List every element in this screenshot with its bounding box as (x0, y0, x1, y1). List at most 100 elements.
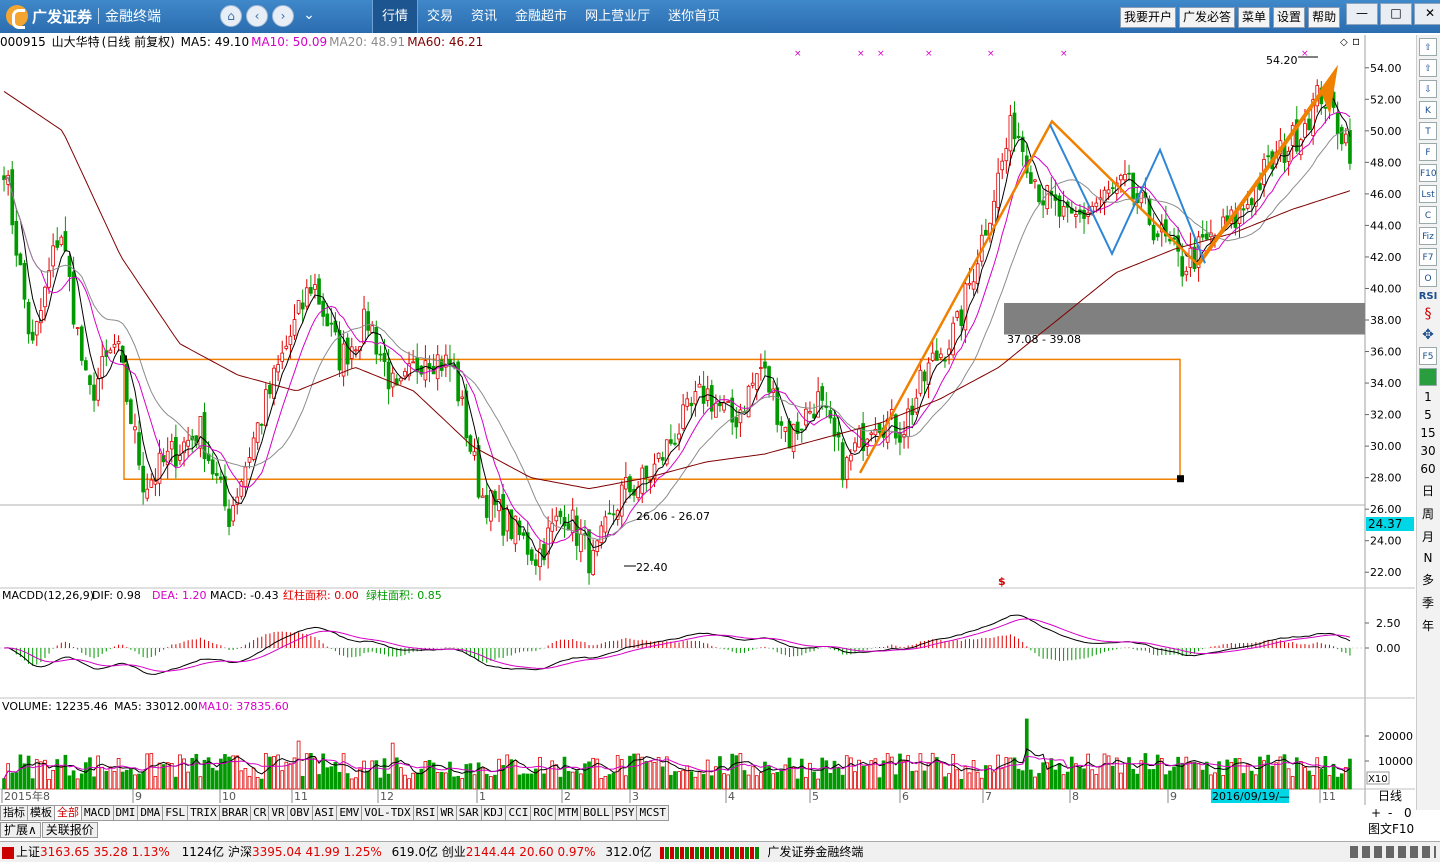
t-line-icon[interactable]: T (1419, 122, 1437, 140)
volume-bar (701, 774, 706, 790)
f5-button[interactable]: F5 (1419, 347, 1437, 365)
volume-bar (636, 753, 640, 790)
volume-bar (1323, 756, 1328, 790)
minute-period-15[interactable]: 15 (1420, 426, 1436, 440)
c-icon[interactable]: C (1419, 206, 1437, 224)
ma-label-3: MA60: 46.21 (407, 35, 484, 49)
indicator-tab-3[interactable]: MACD (82, 805, 114, 821)
indicator-tab-23[interactable]: PSY (612, 805, 638, 821)
period-6[interactable]: 年 (1421, 619, 1434, 633)
volume-bar (951, 754, 955, 790)
minute-period-5[interactable]: 5 (1424, 408, 1432, 422)
minute-period-60[interactable]: 60 (1420, 462, 1436, 476)
top-button-4[interactable]: 帮助 (1308, 7, 1341, 28)
minimize-icon[interactable]: — (1346, 3, 1378, 25)
period-2[interactable]: 月 (1421, 530, 1434, 544)
indicator-tab-16[interactable]: WR (438, 805, 457, 821)
f-line-icon[interactable]: F (1419, 143, 1437, 161)
period-5[interactable]: 季 (1421, 596, 1434, 610)
indicator-tab-12[interactable]: ASI (312, 805, 338, 821)
forward-icon[interactable]: › (272, 5, 294, 27)
volume-bar (259, 778, 264, 790)
indicator-tab-6[interactable]: FSL (163, 805, 189, 821)
fiz-icon[interactable]: Fiz (1419, 227, 1437, 245)
maximize-icon[interactable]: □ (1380, 3, 1412, 25)
menu-item-3[interactable]: 金融超市 (515, 9, 568, 24)
indicator-tab-10[interactable]: VR (269, 805, 288, 821)
up-arrow-icon[interactable]: ⇧ (1419, 38, 1437, 56)
volume-bar (182, 758, 186, 790)
indicator-tab-19[interactable]: CCI (506, 805, 532, 821)
up-small-icon[interactable]: ⇧ (1419, 59, 1437, 77)
expand-down-icon[interactable]: ⌄ (303, 7, 315, 23)
down-small-icon[interactable]: ⇩ (1419, 80, 1437, 98)
minute-period-30[interactable]: 30 (1420, 444, 1436, 458)
volume-bar (902, 760, 906, 790)
candle (1307, 111, 1311, 131)
time-label-10: 6 (902, 790, 909, 803)
volume-bar (849, 757, 853, 790)
indicator-tab-1[interactable]: 模板 (28, 805, 55, 821)
move-icon[interactable]: ✥ (1422, 327, 1434, 343)
volume-bar (1303, 767, 1307, 790)
menu-item-5[interactable]: 迷你首页 (668, 9, 721, 24)
candle (673, 433, 677, 447)
f10-icon[interactable]: F10 (1419, 164, 1437, 182)
volume-bar (292, 757, 297, 790)
s-icon[interactable]: § (1424, 306, 1432, 322)
top-button-0[interactable]: 我要开户 (1120, 7, 1177, 28)
indicator-tab-4[interactable]: DMI (113, 805, 139, 821)
indicator-tab-24[interactable]: MCST (637, 805, 669, 821)
candle (722, 395, 726, 413)
back-icon[interactable]: ‹ (246, 5, 268, 27)
period-4[interactable]: 多 (1421, 573, 1434, 587)
top-button-2[interactable]: 菜单 (1238, 7, 1271, 28)
volume-bar (906, 755, 910, 790)
period-1[interactable]: 周 (1421, 507, 1434, 521)
indicator-tab-0[interactable]: 指标 (0, 805, 28, 821)
volume-bar (345, 773, 350, 790)
tray-icons[interactable] (1350, 846, 1436, 858)
indicator-tab-2[interactable]: 全部 (55, 805, 82, 821)
ext-tab-1[interactable]: 关联报价 (41, 822, 98, 838)
top-button-1[interactable]: 广发必答 (1179, 7, 1236, 28)
minute-period-1[interactable]: 1 (1424, 390, 1432, 404)
menu-item-2[interactable]: 资讯 (471, 9, 498, 24)
indicator-tab-17[interactable]: SAR (456, 805, 482, 821)
ext-tab-0[interactable]: 扩展∧ (0, 822, 41, 838)
o-icon[interactable]: O (1419, 269, 1437, 287)
f7-icon[interactable]: F7 (1419, 248, 1437, 266)
k-line-icon[interactable]: K (1419, 101, 1437, 119)
volume-bar (718, 756, 722, 790)
indicator-tab-21[interactable]: MTM (556, 805, 582, 821)
indicator-tab-8[interactable]: BRAR (219, 805, 252, 821)
home-icon[interactable]: ⌂ (220, 5, 242, 27)
indicator-tab-5[interactable]: DMA (138, 805, 164, 821)
indicator-tab-20[interactable]: ROC (531, 805, 557, 821)
candle (370, 321, 375, 334)
indicator-tab-18[interactable]: KDJ (481, 805, 507, 821)
candle (918, 358, 923, 397)
menu-item-0[interactable]: 行情 (372, 0, 419, 33)
candle (1241, 200, 1246, 225)
indicator-tab-11[interactable]: OBV (287, 805, 313, 821)
volume-bar (71, 770, 76, 790)
period-0[interactable]: 日 (1421, 484, 1434, 498)
top-button-3[interactable]: 设置 (1273, 7, 1306, 28)
indicator-tab-22[interactable]: BOLL (581, 805, 613, 821)
indicator-tab-15[interactable]: RSI (413, 805, 439, 821)
volume-bar (996, 754, 1000, 790)
indicator-tab-9[interactable]: CR (251, 805, 270, 821)
rsi-button[interactable]: RSI (1418, 291, 1438, 302)
lst-icon[interactable]: Lst (1419, 185, 1437, 203)
indicator-tab-7[interactable]: TRIX (188, 805, 220, 821)
close-icon[interactable]: ✕ (1414, 3, 1440, 25)
indicator-tab-14[interactable]: VOL-TDX (362, 805, 414, 821)
menu-item-1[interactable]: 交易 (427, 9, 454, 24)
green-icon[interactable] (1419, 368, 1437, 386)
indicator-tab-13[interactable]: EMV (337, 805, 363, 821)
volume-bar (509, 759, 514, 790)
period-3[interactable]: N (1423, 551, 1433, 565)
menu-item-4[interactable]: 网上营业厅 (585, 9, 651, 24)
